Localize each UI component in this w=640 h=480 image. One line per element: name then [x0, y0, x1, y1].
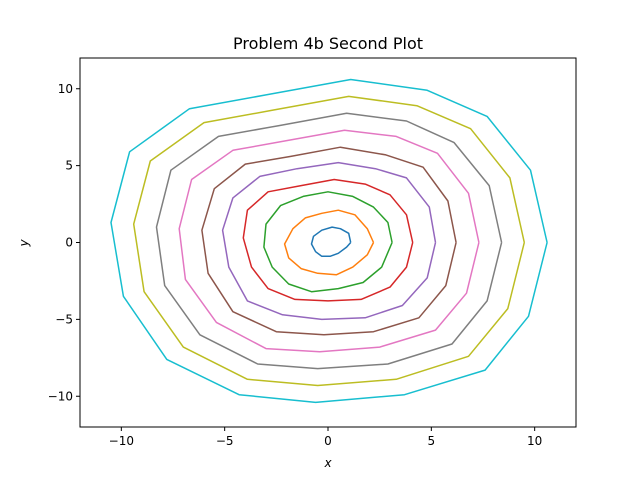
y-tick-label: 0	[65, 236, 73, 250]
contour-line-9	[132, 95, 526, 387]
x-axis-label: x	[323, 456, 332, 470]
contour-line-5	[221, 161, 437, 321]
y-tick-label: −10	[48, 389, 73, 403]
contour-line-6	[201, 146, 457, 336]
y-tick-label: 10	[58, 82, 73, 96]
x-tick-label: 0	[324, 434, 332, 448]
contour-line-1	[310, 226, 352, 258]
y-axis-ticks: −10 −5 0 5 10	[48, 82, 80, 403]
x-tick-label: −5	[216, 434, 234, 448]
y-tick-label: −5	[55, 312, 73, 326]
contour-line-8	[155, 112, 503, 370]
plot-lines	[110, 78, 548, 404]
contour-line-10	[110, 78, 548, 404]
contour-line-3	[263, 191, 393, 293]
contour-line-4	[242, 178, 414, 302]
contour-line-7	[178, 129, 480, 353]
y-axis-label: y	[17, 239, 31, 248]
x-tick-label: 5	[428, 434, 436, 448]
chart-title: Problem 4b Second Plot	[233, 34, 423, 53]
y-tick-label: 5	[65, 159, 73, 173]
x-tick-label: −10	[109, 434, 134, 448]
x-tick-label: 10	[527, 434, 542, 448]
contour-line-2	[283, 209, 375, 276]
x-axis-ticks: −10 −5 0 5 10	[109, 427, 542, 448]
